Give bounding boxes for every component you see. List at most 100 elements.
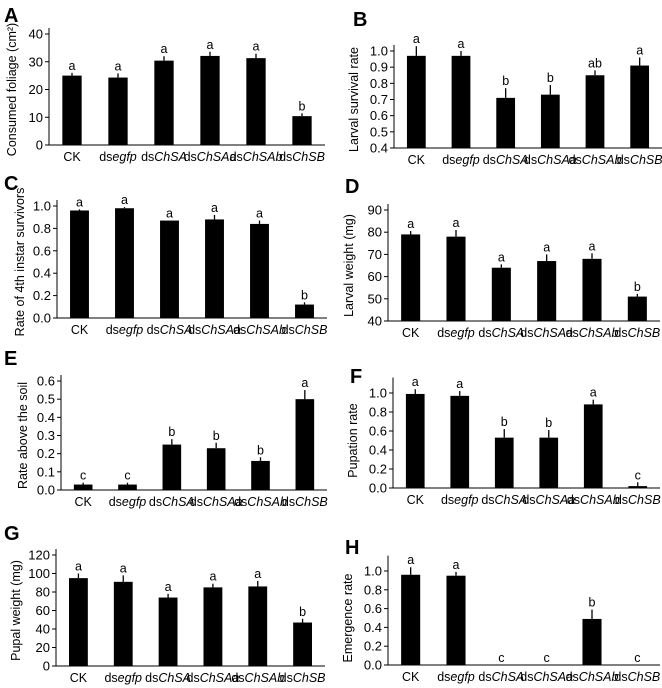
y-tick-label: 70: [368, 247, 382, 262]
significance-label: a: [413, 32, 420, 46]
significance-label: a: [412, 375, 419, 389]
panel-letter: E: [4, 348, 17, 370]
x-tick-label: dsChSAa: [187, 671, 240, 685]
bar: [118, 484, 137, 490]
significance-label: b: [589, 596, 596, 610]
bar: [108, 77, 128, 145]
x-tick-label: dsChSAb: [233, 323, 286, 337]
panel-c: C 0.0 0.2 0.4 0.6 0.8 1.0 Rate of 4th instar su…: [4, 173, 327, 337]
significance-label: a: [166, 207, 173, 221]
significance-label: c: [544, 651, 550, 665]
panel-letter: B: [353, 9, 367, 31]
x-tick-label: dsChSB: [282, 495, 328, 509]
y-tick-label: 0.6: [369, 424, 387, 439]
y-tick-label: 0.8: [370, 76, 388, 91]
significance-label: b: [501, 415, 508, 429]
significance-label: a: [458, 37, 465, 51]
x-tick-label: dsChSAb: [567, 493, 620, 507]
y-axis-label: Emergence rate: [341, 573, 355, 662]
panel-f: F 0.0 0.2 0.4 0.6 0.8 1.0 Pupation rate a CK a dseg…: [346, 366, 661, 507]
y-tick-label: 60: [368, 269, 382, 284]
y-tick-label: 0.0: [364, 658, 382, 673]
x-tick-label: dsChSA: [141, 150, 187, 164]
significance-label: c: [80, 469, 86, 483]
x-tick-label: CK: [402, 326, 420, 340]
x-tick-label: dsChSAb: [234, 495, 287, 509]
x-tick-label: dsChSA: [483, 153, 529, 167]
y-tick-label: 100: [28, 566, 50, 581]
significance-label: a: [453, 558, 460, 572]
significance-label: b: [299, 605, 306, 619]
bar: [248, 586, 268, 666]
y-axis-label: Pupation rate: [346, 403, 360, 477]
y-tick-label: 0.0: [33, 311, 51, 326]
y-tick-label: 0.0: [369, 481, 387, 496]
y-tick-label: 0: [43, 659, 50, 674]
x-tick-label: dsChSAa: [190, 495, 243, 509]
y-tick-label: 0.5: [370, 124, 388, 139]
y-tick-label: 0.2: [33, 288, 51, 303]
y-tick-label: 50: [368, 291, 382, 306]
y-axis-label: Larval survival rate: [347, 47, 361, 152]
x-tick-label: dsegfp: [109, 495, 147, 509]
panel-h: H 0.0 0.2 0.4 0.6 0.8 1.0 Emergence rate a CK a dse…: [341, 537, 660, 684]
x-tick-label: dsegfp: [99, 150, 137, 164]
y-axis-label: Rate above the soil: [16, 382, 30, 489]
bar: [450, 395, 470, 488]
x-tick-label: dsegfp: [442, 153, 480, 167]
bar: [206, 448, 226, 490]
x-tick-label: dsChSAa: [184, 150, 237, 164]
y-tick-label: 80: [36, 585, 50, 600]
y-tick-label: 0.4: [33, 266, 51, 281]
y-tick-label: 0.4: [364, 620, 382, 635]
y-tick-label: 0.2: [369, 462, 387, 477]
significance-label: a: [636, 43, 643, 57]
y-tick-label: 1.0: [33, 199, 51, 214]
x-tick-label: dsChSA: [478, 326, 524, 340]
y-tick-label: 80: [368, 225, 382, 240]
x-tick-label: CK: [71, 323, 89, 337]
significance-label: a: [301, 376, 308, 390]
panel-letter: D: [345, 176, 359, 198]
bar: [69, 578, 88, 666]
bar: [446, 236, 466, 321]
x-tick-label: dsegfp: [441, 493, 479, 507]
x-tick-label: dsChSAa: [188, 323, 241, 337]
significance-label: a: [76, 195, 83, 209]
y-tick-label: 20: [29, 82, 43, 97]
y-tick-label: 0.4: [37, 410, 55, 425]
y-tick-label: 0.6: [33, 243, 51, 258]
significance-label: a: [498, 250, 505, 264]
x-tick-label: dsChSAa: [522, 493, 575, 507]
significance-label: a: [121, 193, 128, 207]
x-tick-label: dsChSB: [280, 671, 326, 685]
significance-label: c: [124, 469, 130, 483]
significance-label: b: [547, 71, 554, 85]
y-tick-label: 40: [368, 314, 382, 329]
significance-label: a: [254, 567, 261, 581]
bar: [446, 575, 466, 665]
significance-label: c: [634, 651, 640, 665]
significance-label: a: [115, 59, 122, 73]
significance-label: a: [161, 42, 168, 56]
bar: [401, 574, 421, 665]
bar: [295, 304, 314, 318]
x-tick-label: dsegfp: [104, 671, 142, 685]
y-axis-label: Larval weight (mg): [342, 214, 356, 317]
significance-label: b: [502, 74, 509, 88]
bar: [627, 296, 647, 321]
y-tick-label: 0.4: [369, 443, 387, 458]
x-tick-label: dsChSB: [615, 493, 661, 507]
significance-label: a: [407, 553, 414, 567]
significance-label: b: [213, 429, 220, 443]
panel-letter: F: [350, 366, 362, 388]
y-tick-label: 0.6: [37, 374, 55, 389]
bar: [154, 60, 174, 145]
bar: [630, 65, 650, 148]
y-tick-label: 0.8: [369, 405, 387, 420]
x-tick-label: dsChSAa: [520, 326, 573, 340]
y-tick-label: 0: [36, 138, 43, 153]
significance-label: a: [456, 377, 463, 391]
bar: [203, 587, 223, 666]
